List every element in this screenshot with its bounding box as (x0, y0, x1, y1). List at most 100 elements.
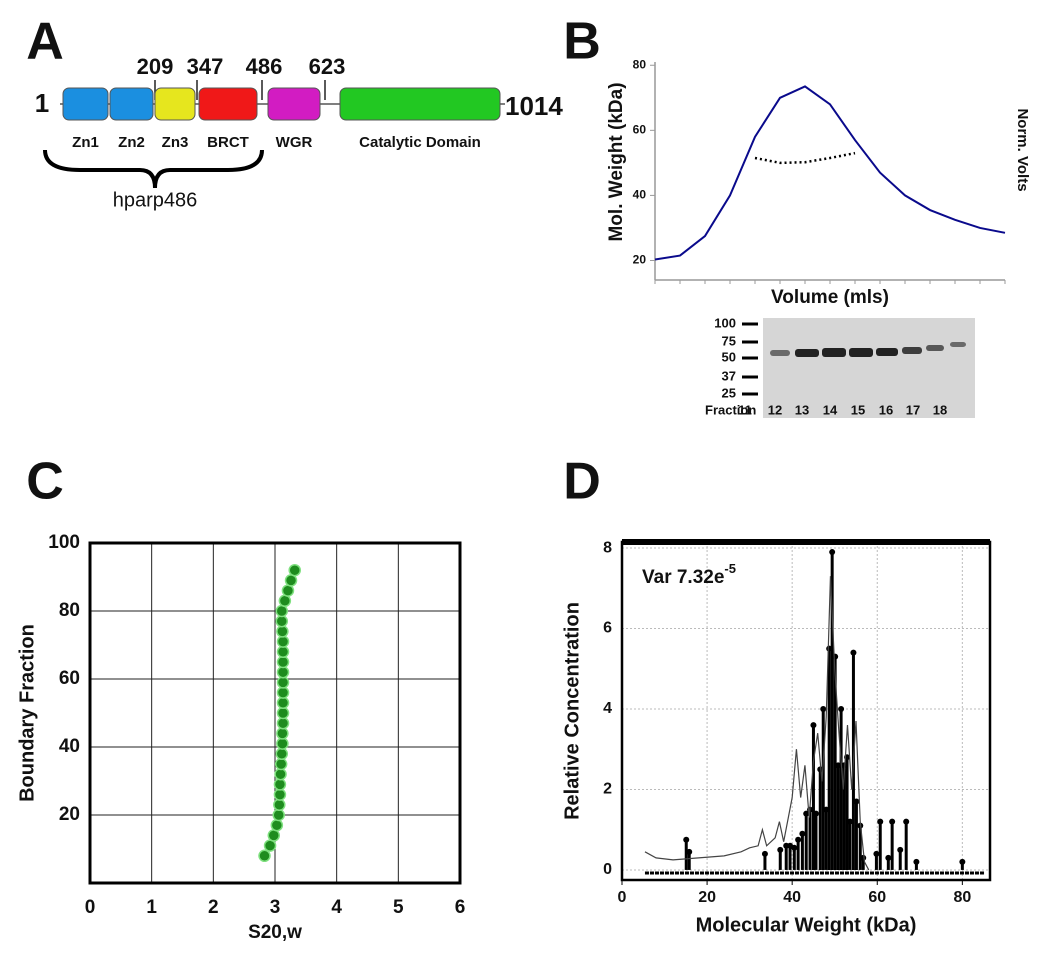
x-tick-label: 5 (393, 897, 404, 918)
stem-head (889, 818, 896, 825)
annotation: Var 7.32e-5 (642, 561, 736, 588)
gel-fraction-label: 13 (795, 402, 809, 417)
y-tick-label: 60 (59, 668, 80, 689)
gel-fraction-label: 16 (879, 402, 893, 417)
stem-head (791, 844, 798, 851)
gel-fraction-label: 14 (823, 402, 838, 417)
data-point (272, 808, 285, 822)
y-tick-label: 4 (603, 700, 612, 717)
gel-fraction-label: 18 (933, 402, 947, 417)
stem-head (860, 854, 867, 861)
y-tick-label: 100 (48, 532, 80, 553)
y-tick-label: 20 (59, 804, 80, 825)
annotation-text: Var 7.32e (642, 567, 724, 588)
x-axis-label: Volume (mls) (771, 287, 889, 308)
data-point (278, 594, 292, 608)
domain-label: Zn1 (72, 134, 99, 151)
stem-head (959, 858, 966, 865)
stem-head (683, 836, 690, 843)
stem-head (803, 810, 810, 817)
data-point (276, 665, 290, 679)
data-point (288, 563, 301, 577)
stem-head (913, 858, 920, 865)
gel-band (849, 348, 873, 357)
y-tick-label: 40 (59, 736, 80, 757)
data-point (276, 676, 290, 689)
stem-head (810, 722, 817, 729)
y-tick-label: 80 (633, 57, 647, 71)
data-point (273, 798, 286, 812)
y-tick-label: 80 (59, 600, 80, 621)
gel-band (926, 345, 944, 351)
data-line (654, 85, 1006, 261)
x-tick-label: 0 (85, 897, 96, 918)
x-tick-label: 3 (270, 897, 281, 918)
position-label: 209 (137, 54, 174, 79)
stem-head (812, 810, 819, 817)
domain-label: BRCT (207, 134, 249, 151)
panel-label: A (26, 13, 64, 71)
data-point (276, 706, 290, 720)
y-tick-label: 60 (633, 123, 647, 137)
stem-head (761, 850, 768, 857)
domain-label: WGR (276, 134, 313, 151)
annotation-superscript: -5 (724, 561, 736, 576)
gel-marker-label: 75 (722, 333, 736, 348)
x-tick-label: 6 (455, 897, 466, 918)
data-point (274, 757, 288, 771)
gel-band (795, 349, 819, 357)
data-point (275, 604, 289, 618)
bracket (43, 149, 264, 189)
data-point (276, 625, 289, 638)
gel-band (822, 348, 846, 357)
gel-band (876, 348, 898, 356)
y2-axis-label: Norm. Volts (1014, 108, 1031, 191)
y-tick-label: 8 (603, 539, 612, 556)
stem-head (885, 854, 892, 861)
data-point (276, 655, 290, 669)
data-point (267, 829, 281, 842)
gel-band (902, 347, 922, 354)
data-point (274, 767, 287, 781)
gel-marker-label: 25 (722, 385, 736, 400)
position-label: 486 (246, 54, 283, 79)
data-point (284, 574, 298, 587)
gel-axis-label: Fraction (705, 402, 756, 417)
y-tick-label: 0 (603, 861, 612, 878)
stem-head (829, 549, 836, 556)
x-tick-label: 80 (953, 889, 971, 906)
residue-end: 1014 (505, 91, 563, 121)
stem-head (820, 705, 827, 712)
x-tick-label: 2 (208, 897, 219, 918)
gel-band (950, 342, 966, 347)
gel-fraction-label: 17 (906, 402, 920, 417)
data-point (281, 584, 295, 597)
stem-head (853, 798, 860, 805)
data-point (273, 778, 287, 791)
gel-marker-label: 37 (722, 368, 736, 383)
data-point (270, 818, 284, 832)
stem-head (847, 818, 854, 825)
gel-fraction-label: 12 (768, 402, 782, 417)
domain-label: Zn3 (162, 134, 189, 151)
data-point (275, 614, 289, 628)
domain-label: Zn2 (118, 134, 145, 151)
position-label: 623 (309, 54, 346, 79)
data-point (276, 635, 290, 648)
stem-head (903, 818, 910, 825)
gel-image (763, 318, 975, 418)
x-tick-label: 40 (783, 889, 801, 906)
x-axis-label: Molecular Weight (kDa) (696, 914, 917, 936)
data-point (275, 747, 289, 761)
gel-band (770, 350, 790, 356)
x-tick-label: 20 (698, 889, 716, 906)
stem-head (832, 653, 839, 660)
stem-head (777, 846, 784, 853)
residue-start: 1 (35, 88, 49, 118)
y-tick-label: 40 (633, 188, 647, 202)
plot-frame (88, 541, 462, 885)
stem-head (877, 818, 884, 825)
domain-box (62, 87, 109, 121)
stem-head (873, 850, 880, 857)
